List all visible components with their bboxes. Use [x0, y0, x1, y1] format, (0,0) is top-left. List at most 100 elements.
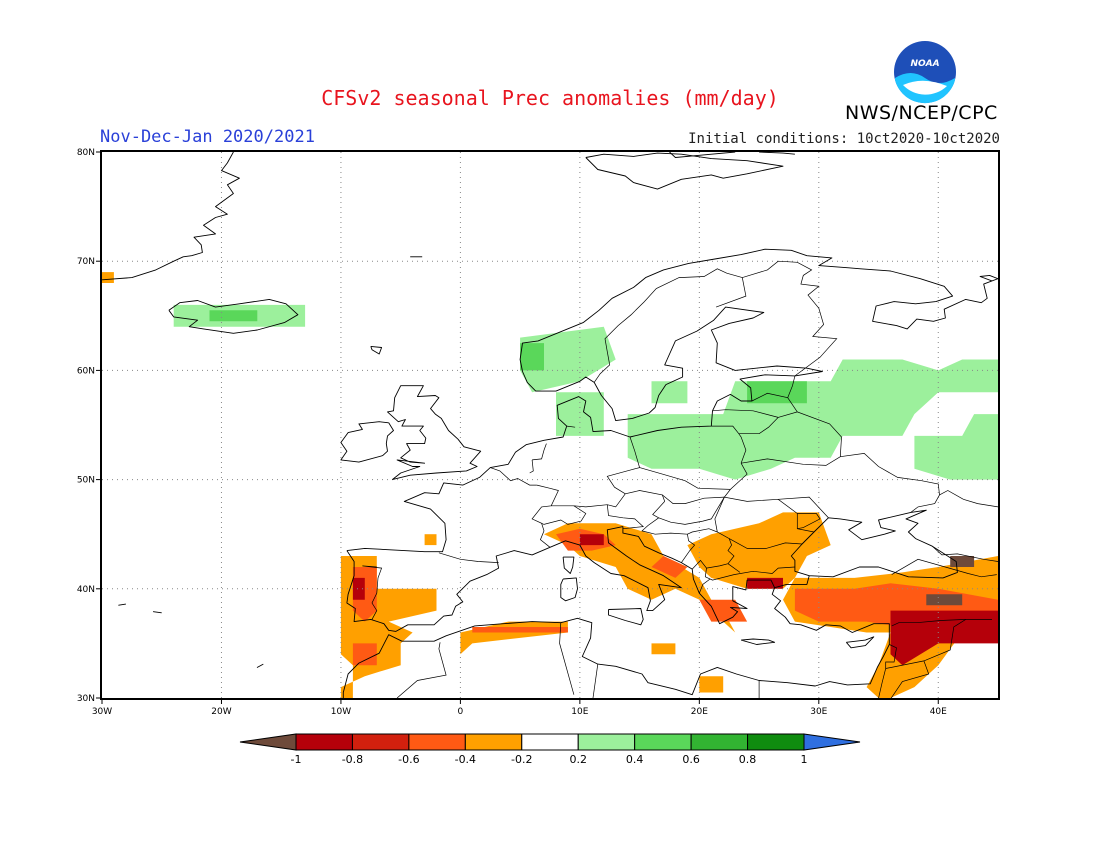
- colorbar-label: 1: [801, 753, 808, 766]
- anomaly-region: [579, 534, 604, 546]
- colorbar-label: 0.6: [682, 753, 700, 766]
- colorbar-bin: [634, 733, 692, 751]
- country-border: [878, 644, 897, 698]
- country-border: [396, 642, 447, 698]
- anomaly-region: [424, 534, 437, 546]
- country-border: [727, 563, 741, 573]
- lat-tick-label: 70N: [77, 257, 95, 267]
- country-border: [885, 619, 966, 669]
- colorbar-bin: [408, 733, 466, 751]
- country-border: [652, 496, 725, 525]
- anomaly-region: [651, 643, 676, 655]
- country-border: [797, 513, 821, 530]
- country-border: [724, 463, 748, 498]
- coastline: [370, 345, 383, 355]
- coastline: [845, 636, 875, 649]
- lon-tick-label: 30W: [92, 707, 112, 717]
- country-border: [639, 467, 731, 490]
- coastline: [118, 603, 126, 606]
- lat-tick-label: 50N: [77, 476, 95, 486]
- country-border: [662, 494, 725, 504]
- coastline: [102, 255, 192, 281]
- colorbar-bin: [577, 733, 636, 751]
- colorbar-label: -0.6: [398, 753, 419, 766]
- coastline: [340, 421, 394, 463]
- coastline: [740, 638, 776, 645]
- country-border: [741, 453, 940, 513]
- colorbar-label: 0.4: [626, 753, 644, 766]
- anomaly-region: [747, 381, 807, 404]
- map-frame: [100, 150, 1000, 700]
- anomaly-region: [209, 310, 258, 322]
- season-label: Nov-Dec-Jan 2020/2021: [100, 127, 315, 147]
- country-border: [532, 443, 547, 461]
- anomaly-region: [699, 676, 724, 693]
- noaa-logo-icon: NOAA: [894, 41, 956, 104]
- coastline: [562, 556, 575, 574]
- country-border: [438, 552, 499, 563]
- country-border: [529, 459, 534, 474]
- country-border: [890, 660, 930, 698]
- anomaly-map: [102, 152, 998, 698]
- anomaly-region: [627, 359, 998, 480]
- lon-tick-label: 40E: [930, 707, 947, 717]
- anomaly-region: [950, 556, 975, 567]
- lon-tick-label: 30E: [810, 707, 827, 717]
- colorbar-bin: [521, 733, 579, 751]
- country-border: [531, 484, 559, 548]
- country-border: [738, 411, 842, 457]
- colorbar-label: 0.2: [569, 753, 587, 766]
- country-border: [711, 425, 747, 464]
- lon-tick-label: 20W: [211, 707, 231, 717]
- anomaly-region: [352, 577, 365, 600]
- anomaly-region: [890, 610, 998, 666]
- logo-text: NOAA: [910, 59, 939, 69]
- anomaly-region: [651, 381, 688, 404]
- anomaly-region: [460, 621, 568, 655]
- country-border: [606, 436, 641, 495]
- anomaly-region: [520, 326, 616, 393]
- colorbar-bin: [690, 733, 749, 751]
- coastline: [979, 274, 998, 282]
- country-border: [593, 268, 743, 383]
- country-border: [559, 622, 575, 695]
- page-title: CFSv2 seasonal Prec anomalies (mm/day): [321, 86, 779, 110]
- lat-tick-label: 60N: [77, 366, 95, 376]
- coastline: [256, 663, 264, 668]
- country-border: [751, 392, 798, 413]
- lon-tick-label: 10E: [571, 707, 588, 717]
- coastline: [608, 608, 644, 626]
- colorbar-bin: [351, 733, 410, 751]
- country-border: [787, 375, 796, 398]
- coastline: [191, 152, 240, 257]
- colorbar-label: -1: [291, 753, 302, 766]
- coastline: [168, 298, 299, 334]
- country-border: [592, 664, 599, 698]
- country-border: [891, 558, 997, 578]
- country-border: [551, 490, 666, 508]
- anomaly-region: [914, 414, 998, 480]
- country-border: [566, 425, 576, 428]
- lat-tick-label: 40N: [77, 585, 95, 595]
- country-border: [932, 545, 998, 562]
- coastline: [560, 577, 578, 602]
- anomaly-region: [556, 392, 604, 436]
- anomaly-region: [699, 599, 748, 622]
- country-border: [606, 504, 645, 530]
- anomaly-region: [651, 556, 688, 578]
- colorbar-bin: [464, 733, 523, 751]
- country-border: [362, 565, 383, 620]
- country-border: [778, 496, 829, 519]
- anomaly-region: [926, 594, 963, 606]
- colorbar-bin: [803, 733, 861, 751]
- anomaly-region: [102, 272, 114, 283]
- anomaly-region: [352, 643, 377, 666]
- country-border: [541, 505, 587, 525]
- country-border: [712, 409, 779, 418]
- country-border: [729, 538, 803, 549]
- lat-tick-label: 30N: [77, 694, 95, 704]
- initial-conditions-label: Initial conditions: 10ct2020-10ct2020: [688, 131, 1000, 147]
- colorbar-bin: [239, 733, 297, 751]
- anomaly-region: [520, 343, 544, 371]
- country-border: [891, 619, 992, 627]
